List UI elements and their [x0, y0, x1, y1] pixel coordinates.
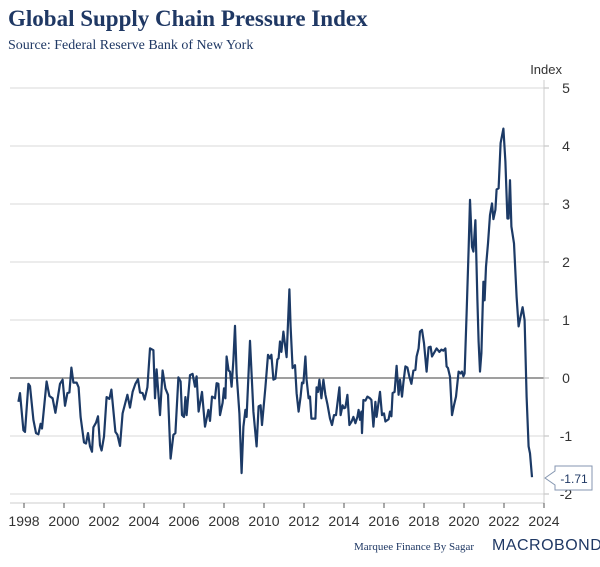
x-tick-label: 2010 [248, 513, 279, 529]
last-value-callout: -1.71 [544, 465, 593, 491]
x-axis: 1998 2000 2002 2004 2006 2008 2010 2012 2014 2016… [8, 502, 560, 529]
y-axis-label: Index [530, 62, 562, 77]
x-tick-label: 2016 [368, 513, 399, 529]
y-tick-label: -1 [560, 428, 573, 444]
x-tick-label: 2018 [408, 513, 439, 529]
y-tick-label: 2 [562, 254, 570, 270]
series-line [17, 127, 534, 478]
chart-title: Global Supply Chain Pressure Index [8, 6, 368, 31]
x-tick-label: 2008 [208, 513, 239, 529]
x-tick-label: 2014 [328, 513, 359, 529]
x-tick-label: 2020 [448, 513, 479, 529]
x-tick-label: 2004 [128, 513, 159, 529]
x-tick-label: 2006 [168, 513, 199, 529]
series-layer [17, 127, 534, 478]
gridlines [10, 87, 544, 495]
x-tick-label: 2022 [488, 513, 519, 529]
x-tick-label: 1998 [8, 513, 39, 529]
callout-box [544, 465, 593, 491]
macrobond-logo: MACROBOND [492, 537, 600, 554]
y-tick-label: 5 [562, 80, 570, 96]
footer-credit: Marquee Finance By Sagar [354, 541, 475, 553]
last-value-label: -1.71 [560, 472, 588, 486]
y-tick-label: 4 [562, 138, 570, 154]
y-tick-label: 0 [562, 370, 570, 386]
y-tick-label: 3 [562, 196, 570, 212]
x-tick-label: 2002 [88, 513, 119, 529]
chart-subtitle: Source: Federal Reserve Bank of New York [8, 38, 254, 53]
x-tick-label: 2024 [528, 513, 559, 529]
x-tick-label: 2012 [288, 513, 319, 529]
y-tick-label: 1 [562, 312, 570, 328]
x-tick-label: 2000 [48, 513, 79, 529]
